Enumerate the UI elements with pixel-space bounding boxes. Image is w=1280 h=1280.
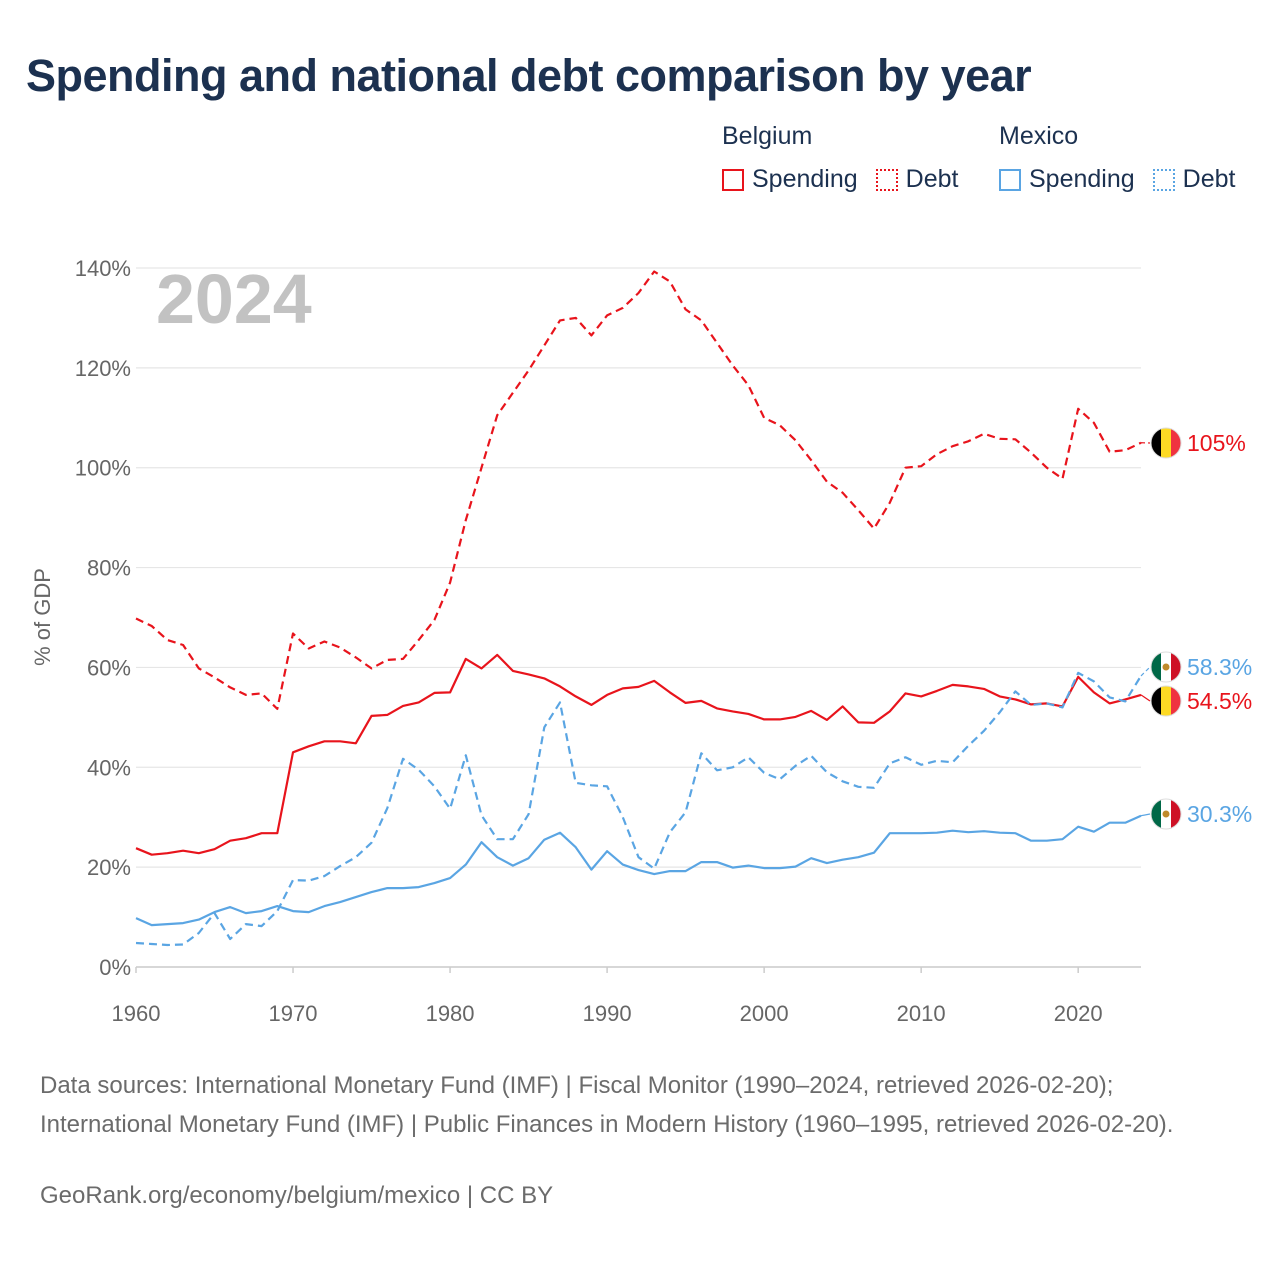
flag-connector [1140, 694, 1151, 702]
chart-title: Spending and national debt comparison by… [26, 50, 1032, 101]
legend-swatch-solid-red [722, 168, 744, 191]
credit-link[interactable]: GeoRank.org/economy/belgium/mexico | CC … [40, 1182, 554, 1209]
end-value-label: 58.3% [1187, 654, 1252, 680]
y-tick-label: 80% [87, 556, 131, 581]
year-label: 2024 [156, 260, 312, 338]
legend-label: Spending [1029, 165, 1135, 193]
mexico-flag-icon [1151, 799, 1181, 829]
series-line-mexico-spending[interactable] [135, 814, 1142, 927]
x-tick-label: 2020 [1054, 1001, 1103, 1026]
x-tick-label: 1960 [112, 1001, 161, 1026]
x-tick-label: 1980 [426, 1001, 475, 1026]
series-line-belgium-spending[interactable] [135, 653, 1142, 856]
x-tick-label: 2010 [897, 1001, 946, 1026]
legend-label: Debt [905, 165, 959, 193]
flag-outline [1150, 685, 1182, 717]
x-tick-label: 1970 [269, 1001, 318, 1026]
legend-swatch-dotted-blue [1152, 168, 1175, 191]
legend-belgium-spending[interactable]: Spending [722, 165, 858, 194]
flag-outline [1150, 427, 1182, 459]
y-tick-label: 140% [75, 256, 131, 281]
y-axis-label: % of GDP [30, 568, 55, 666]
line-chart: 0% 20% 40% 60% 80% 100% 120% 140% 1960 1970 1980 19… [30, 256, 1252, 1026]
x-tick-label: 1990 [583, 1001, 632, 1026]
x-tick-label: 2000 [740, 1001, 789, 1026]
legend-mexico-spending[interactable]: Spending [999, 165, 1135, 194]
y-tick-label: 0% [99, 955, 131, 980]
y-tick-label: 60% [87, 655, 131, 680]
legend-country-belgium: Belgium [722, 122, 813, 150]
end-value-label: 54.5% [1187, 688, 1252, 714]
legend-mexico-debt[interactable]: Debt [1152, 165, 1236, 194]
belgium-flag-icon [1151, 428, 1181, 458]
legend-swatch-solid-blue [999, 168, 1021, 191]
legend-label: Spending [752, 165, 858, 193]
data-sources: Data sources: International Monetary Fun… [40, 1072, 1174, 1138]
y-tick-label: 20% [87, 855, 131, 880]
y-tick-label: 100% [75, 456, 131, 481]
mexico-flag-icon [1151, 652, 1181, 682]
flag-outline [1150, 798, 1182, 830]
legend-country-mexico: Mexico [999, 122, 1079, 150]
legend-belgium-debt[interactable]: Debt [875, 165, 959, 194]
legend-swatch-dotted-red [875, 168, 898, 191]
legend-belgium: Belgium Spending Debt [722, 122, 976, 194]
legend-mexico: Mexico Spending Debt [999, 122, 1253, 194]
series-line-mexico-debt[interactable] [135, 671, 1142, 947]
belgium-flag-icon [1151, 686, 1181, 716]
flag-connector [1140, 666, 1151, 677]
end-value-label: 105% [1187, 430, 1246, 456]
flag-outline [1150, 651, 1182, 683]
flag-connector [1140, 813, 1151, 817]
series-line-belgium-debt[interactable] [135, 270, 1142, 711]
y-tick-label: 120% [75, 356, 131, 381]
y-tick-label: 40% [87, 755, 131, 780]
legend-label: Debt [1182, 165, 1236, 193]
end-value-label: 30.3% [1187, 801, 1252, 827]
